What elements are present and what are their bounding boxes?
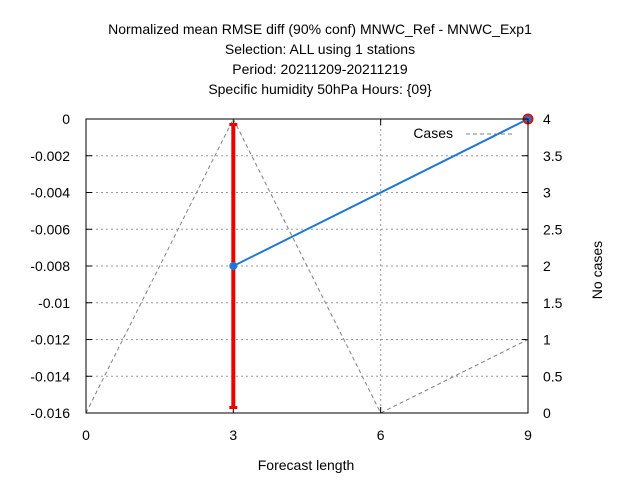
legend: Cases: [413, 125, 512, 141]
x-tick-label: 3: [229, 427, 237, 443]
x-tick-label: 9: [524, 427, 532, 443]
y-tick-label: -0.004: [30, 185, 70, 201]
y2-tick-label: 1.5: [543, 295, 563, 311]
y2-tick-label: 1: [543, 332, 551, 348]
title-line: Period: 20211209-20211219: [232, 61, 408, 77]
axis-ticks: 0 -0.002 -0.004 -0.006 -0.008 -0.01 -0.012 -0.0…: [30, 111, 562, 443]
y-tick-label: -0.014: [30, 368, 70, 384]
chart-title: Normalized mean RMSE diff (90% conf) MNW…: [108, 21, 532, 97]
y2-tick-label: 0: [543, 405, 551, 421]
y-tick-label: -0.016: [30, 405, 70, 421]
data-point: [229, 262, 238, 270]
y2-tick-label: 2.5: [543, 221, 563, 237]
rmse-line: [232, 118, 529, 267]
plot-frame: [85, 118, 529, 414]
x-axis-label: Forecast length: [258, 457, 355, 473]
y2-tick-label: 2: [543, 258, 551, 274]
y-tick-label: -0.006: [30, 221, 70, 237]
cases-line: [85, 117, 529, 414]
y-tick-label: -0.008: [30, 258, 70, 274]
x-tick-label: 6: [377, 427, 385, 443]
y2-tick-label: 3: [543, 185, 551, 201]
y2-axis-label: No cases: [589, 241, 605, 299]
x-tick-label: 0: [82, 427, 90, 443]
y2-tick-label: 4: [543, 111, 551, 127]
legend-label: Cases: [413, 125, 453, 141]
title-line: Specific humidity 50hPa Hours: {09}: [208, 81, 432, 97]
title-line: Selection: ALL using 1 stations: [225, 41, 415, 57]
title-line: Normalized mean RMSE diff (90% conf) MNW…: [108, 21, 532, 37]
y-tick-label: -0.01: [38, 295, 70, 311]
y2-tick-label: 3.5: [543, 148, 563, 164]
y-tick-label: 0: [62, 111, 70, 127]
y2-tick-label: 0.5: [543, 368, 563, 384]
series: [85, 113, 534, 414]
y-tick-label: -0.012: [30, 332, 70, 348]
y-tick-label: -0.002: [30, 148, 70, 164]
